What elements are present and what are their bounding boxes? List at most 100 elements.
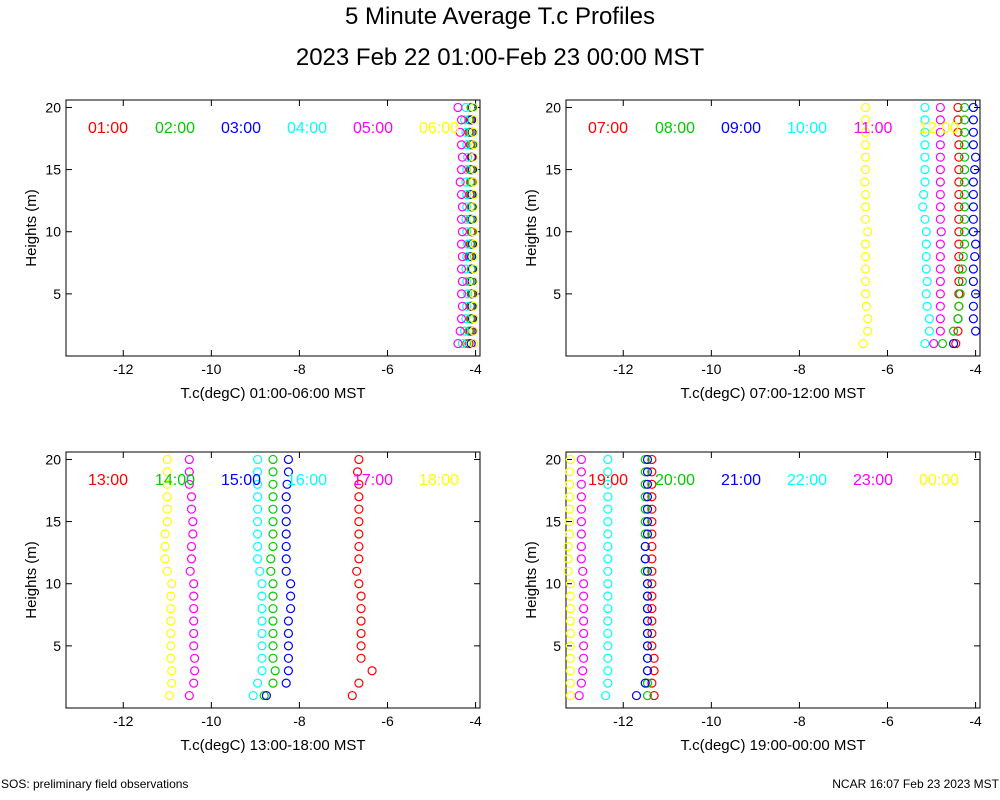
data-point: [603, 653, 613, 663]
legend-label: 04:00: [287, 120, 327, 137]
data-point: [283, 653, 294, 663]
data-point: [920, 177, 930, 187]
data-point: [647, 641, 657, 651]
data-point: [603, 641, 613, 651]
data-point: [189, 641, 199, 651]
data-point: [281, 678, 291, 688]
data-point: [935, 102, 945, 113]
x-axis-label: T.c(degC) 13:00-18:00 MST: [180, 737, 365, 754]
data-point: [935, 314, 945, 324]
data-point: [647, 603, 657, 614]
data-point: [921, 227, 931, 237]
data-point: [603, 467, 613, 477]
data-point: [924, 326, 934, 336]
data-point: [642, 492, 653, 502]
data-point: [603, 554, 613, 564]
data-point: [166, 591, 176, 601]
x-tick-label: -10: [701, 713, 721, 729]
data-point: [453, 102, 463, 113]
data-point: [456, 164, 467, 175]
data-point: [268, 591, 278, 601]
data-point: [189, 579, 199, 589]
data-point: [647, 616, 657, 626]
data-point: [468, 227, 478, 237]
data-point: [565, 666, 576, 676]
data-point: [166, 603, 176, 614]
data-point: [970, 251, 980, 262]
y-tick-label: 10: [45, 224, 61, 240]
data-point: [283, 628, 294, 639]
data-point: [954, 227, 964, 237]
data-point: [576, 541, 587, 552]
data-point: [935, 264, 945, 274]
x-tick-label: -8: [793, 713, 806, 729]
data-point: [456, 115, 467, 125]
data-point: [468, 338, 478, 349]
data-point: [647, 479, 657, 489]
legend-label: 17:00: [353, 472, 393, 489]
data-point: [456, 140, 467, 150]
data-point: [921, 239, 931, 249]
data-point: [935, 301, 945, 311]
data-point: [924, 314, 934, 324]
data-point: [920, 214, 930, 224]
data-point: [565, 603, 576, 614]
x-tick-label: -12: [113, 713, 133, 729]
data-point: [184, 454, 194, 465]
x-tick-label: -4: [969, 713, 982, 729]
legend-label: 10:00: [787, 120, 827, 137]
data-point: [455, 326, 465, 336]
data-point: [953, 314, 963, 324]
x-tick-label: -6: [381, 361, 394, 377]
data-point: [579, 653, 589, 663]
data-point: [463, 152, 473, 162]
data-point: [456, 314, 467, 324]
data-point: [166, 616, 176, 626]
data-point: [642, 591, 653, 601]
data-point: [603, 666, 613, 676]
data-point: [954, 164, 964, 175]
data-point: [647, 529, 657, 539]
data-point: [970, 164, 980, 175]
data-point: [954, 152, 964, 162]
data-point: [468, 127, 478, 137]
data-point: [167, 579, 177, 589]
legend-label: 14:00: [155, 472, 195, 489]
data-point: [457, 227, 467, 237]
data-point: [257, 603, 267, 614]
data-point: [576, 492, 587, 502]
data-point: [268, 454, 278, 465]
x-tick-label: -8: [293, 361, 306, 377]
data-point: [354, 678, 364, 688]
data-point: [642, 603, 653, 614]
data-point: [968, 227, 978, 237]
data-point: [468, 177, 478, 187]
x-tick-label: -12: [613, 361, 633, 377]
data-point: [469, 164, 479, 175]
data-point: [603, 628, 613, 639]
data-point: [469, 289, 479, 299]
data-point: [354, 579, 364, 589]
data-point: [186, 492, 197, 502]
data-point: [252, 479, 263, 489]
y-tick-label: 15: [545, 514, 561, 530]
legend-label: 22:00: [787, 472, 827, 489]
data-point: [565, 454, 576, 465]
data-point: [647, 579, 657, 589]
data-point: [968, 127, 978, 137]
data-point: [468, 301, 478, 311]
data-point: [456, 189, 467, 200]
data-point: [576, 516, 587, 527]
data-point: [935, 140, 945, 150]
data-point: [603, 492, 613, 502]
data-point: [642, 479, 653, 489]
data-point: [268, 678, 278, 688]
data-point: [920, 152, 930, 162]
data-point: [354, 541, 364, 552]
data-point: [453, 338, 463, 349]
data-point: [579, 603, 589, 614]
data-point: [564, 492, 575, 502]
data-point: [457, 338, 467, 349]
data-point: [456, 289, 467, 299]
data-point: [642, 628, 653, 639]
